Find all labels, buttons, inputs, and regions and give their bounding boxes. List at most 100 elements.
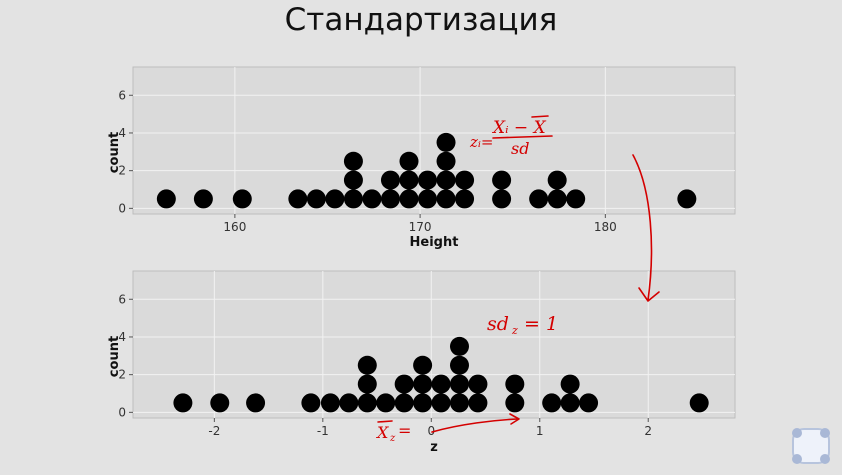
dot [547, 170, 567, 190]
dots-layer [156, 132, 697, 209]
dot [399, 170, 419, 190]
dot [492, 189, 512, 209]
dot [436, 170, 456, 190]
dot [343, 151, 363, 171]
dot [343, 170, 363, 190]
formula-fraction-line [492, 135, 553, 139]
y-axis-label: count [107, 336, 122, 377]
dot [677, 189, 697, 209]
dot [210, 393, 230, 413]
dot [560, 393, 580, 413]
y-axis-label: count [107, 132, 122, 173]
dot [579, 393, 599, 413]
dot [560, 374, 580, 394]
dot [436, 132, 456, 152]
tick-label-x: 170 [409, 220, 432, 234]
dot [413, 374, 433, 394]
tick-label-x: 1 [536, 424, 544, 438]
dot [431, 374, 451, 394]
handwritten-mean-note: X z = [375, 413, 520, 444]
tick-label-y: 0 [118, 405, 126, 419]
mean-arrow-head [509, 413, 520, 425]
dot [413, 393, 433, 413]
mean-note-text: X [375, 423, 389, 442]
dot [492, 170, 512, 190]
x-axis-label: z [430, 440, 438, 455]
dot [468, 393, 488, 413]
slide-title: Стандартизация [284, 2, 558, 38]
tick-label-y: 2 [118, 164, 126, 178]
dot [547, 189, 567, 209]
dot [399, 189, 419, 209]
dot [376, 393, 396, 413]
dot [436, 189, 456, 209]
dot [394, 374, 414, 394]
dot [449, 336, 469, 356]
mean-bar [377, 420, 393, 423]
arrow-head [638, 287, 660, 302]
dot [306, 189, 326, 209]
dot [542, 393, 562, 413]
formula-lhs: zᵢ= [469, 133, 494, 151]
dot [455, 170, 475, 190]
dot [449, 355, 469, 375]
tick-label-x: 160 [223, 220, 246, 234]
dot [394, 393, 414, 413]
dot [689, 393, 709, 413]
sd-note-subscript: z [511, 324, 518, 337]
chart-height-dotplot: 0 2 4 6 160 170 180 Height count [107, 66, 736, 250]
dot [505, 393, 525, 413]
dot [288, 189, 308, 209]
handwritten-formula: zᵢ= Xᵢ − X sd [469, 115, 553, 158]
dot [449, 374, 469, 394]
dot [339, 393, 359, 413]
dot [436, 151, 456, 171]
tick-label-x: 0 [427, 424, 435, 438]
dot [431, 393, 451, 413]
dot [362, 189, 382, 209]
dot [320, 393, 340, 413]
mean-arrow-line [431, 418, 519, 433]
dot [325, 189, 345, 209]
dot [193, 189, 213, 209]
chart-z-dotplot: 0 2 4 6 -2 -1 0 1 2 z count [107, 270, 736, 455]
dot [380, 189, 400, 209]
tick-label-y: 4 [118, 330, 126, 344]
dot [246, 393, 266, 413]
mean-note-equals: = [398, 421, 411, 440]
tick-label-y: 0 [118, 201, 126, 215]
dot [380, 170, 400, 190]
tick-label-y: 2 [118, 368, 126, 382]
dot [232, 189, 252, 209]
mean-note-subscript: z [389, 433, 396, 444]
grid-lines [133, 271, 735, 418]
dot [301, 393, 321, 413]
grid-lines [133, 67, 735, 214]
sd-note-value: = 1 [524, 313, 558, 335]
dot [156, 189, 176, 209]
dot [505, 374, 525, 394]
formula-numerator: Xᵢ − X [491, 118, 547, 138]
tick-label-x: 180 [594, 220, 617, 234]
plot-panel [132, 66, 736, 215]
presentation-nav-icon[interactable] [788, 425, 834, 467]
arrow-curve [632, 154, 653, 301]
formula-denominator: sd [511, 139, 529, 158]
formula-bar-over-x [531, 115, 549, 118]
dot [468, 374, 488, 394]
tick-label-x: -1 [317, 424, 329, 438]
handwritten-sd-note: sd z = 1 [487, 313, 558, 337]
dot [357, 393, 377, 413]
tick-label-x: 2 [644, 424, 652, 438]
dot [418, 170, 438, 190]
dots-layer [173, 336, 709, 413]
x-axis-label: Height [410, 235, 459, 250]
dot [418, 189, 438, 209]
tick-labels: 0 2 4 6 160 170 180 [118, 88, 616, 234]
dot [529, 189, 549, 209]
dot [566, 189, 586, 209]
dot [413, 355, 433, 375]
tick-label-x: -2 [208, 424, 220, 438]
sd-note-text: sd [487, 313, 509, 335]
